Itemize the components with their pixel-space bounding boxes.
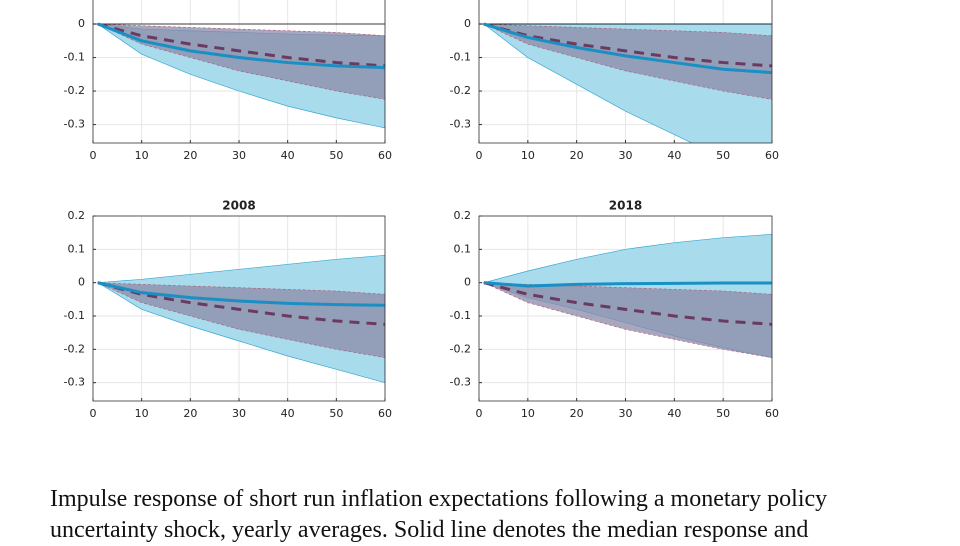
y-tick-label: -0.1 xyxy=(450,309,471,322)
plot-area xyxy=(482,233,772,359)
caption: Impulse response of short run inflation … xyxy=(50,486,828,543)
median-line xyxy=(97,22,385,70)
y-tick-label: 0 xyxy=(78,276,85,289)
confidence-band xyxy=(97,282,385,358)
y-tick-label: -0.2 xyxy=(450,84,471,97)
x-tick-label: 40 xyxy=(281,149,295,162)
x-tick-label: 20 xyxy=(183,407,197,420)
x-tick-label: 50 xyxy=(716,149,730,162)
y-tick-label: -0.2 xyxy=(64,342,85,355)
x-tick-label: 20 xyxy=(183,149,197,162)
y-tick-label: -0.1 xyxy=(64,309,85,322)
y-tick-label: -0.3 xyxy=(64,376,85,389)
x-tick-label: 0 xyxy=(476,149,483,162)
axes-box xyxy=(92,0,386,144)
median-line xyxy=(97,281,385,307)
y-tick-label: 0.1 xyxy=(454,242,472,255)
x-tick-label: 40 xyxy=(667,149,681,162)
y-tick-label: -0.2 xyxy=(64,84,85,97)
x-tick-label: 40 xyxy=(667,407,681,420)
x-tick-label: 30 xyxy=(619,149,633,162)
x-tick-label: 0 xyxy=(90,407,97,420)
x-tick-label: 20 xyxy=(570,407,584,420)
x-tick-label: 10 xyxy=(135,149,149,162)
panel-title: 2018 xyxy=(609,199,642,213)
panel: 2018 0 10 20 30 40 50 60 -0.3 -0.2 -0.1 0 0.1 0.2 xyxy=(450,199,779,421)
plot-area xyxy=(479,22,772,143)
median-line xyxy=(483,281,772,288)
y-tick-label: -0.1 xyxy=(450,51,471,64)
confidence-band xyxy=(97,23,385,100)
x-tick-label: 40 xyxy=(281,407,295,420)
y-tick-label: 0 xyxy=(464,17,471,30)
panel: 0 10 20 30 40 50 60 -0.3 -0.2 -0.1 0 xyxy=(64,0,392,162)
x-tick-label: 60 xyxy=(378,149,392,162)
plot-area xyxy=(96,254,385,384)
x-tick-label: 0 xyxy=(476,407,483,420)
panel: 2008 0 10 20 30 40 50 60 -0.3 -0.2 -0.1 0 0.1 0.2 xyxy=(64,199,392,421)
x-tick-label: 10 xyxy=(521,149,535,162)
x-tick-label: 30 xyxy=(619,407,633,420)
x-tick-label: 10 xyxy=(521,407,535,420)
x-tick-label: 20 xyxy=(570,149,584,162)
axes-box xyxy=(478,215,773,402)
confidence-band xyxy=(483,282,772,358)
x-tick-label: 30 xyxy=(232,407,246,420)
panel: 0 10 20 30 40 50 60 -0.3 -0.2 -0.1 0 xyxy=(450,0,779,162)
reference-median-line xyxy=(97,22,385,68)
median-line xyxy=(483,22,772,75)
reference-median-line xyxy=(97,281,385,326)
x-tick-label: 60 xyxy=(765,149,779,162)
x-tick-label: 30 xyxy=(232,149,246,162)
x-tick-label: 0 xyxy=(90,149,97,162)
x-tick-label: 50 xyxy=(329,407,343,420)
y-tick-label: 0.2 xyxy=(68,209,86,222)
y-tick-label: -0.3 xyxy=(64,118,85,131)
x-tick-label: 60 xyxy=(378,407,392,420)
figure: 0 10 20 30 40 50 60 -0.3 -0.2 -0.1 0 0 10 20 30 40 50 60 -… xyxy=(64,0,779,421)
y-tick-label: -0.3 xyxy=(450,376,471,389)
x-tick-label: 60 xyxy=(765,407,779,420)
y-tick-label: 0.1 xyxy=(68,242,86,255)
axes-box xyxy=(478,0,773,144)
y-tick-label: -0.3 xyxy=(450,118,471,131)
y-tick-label: -0.2 xyxy=(450,342,471,355)
y-tick-label: 0.2 xyxy=(454,209,472,222)
y-tick-label: 0 xyxy=(78,17,85,30)
axes-box xyxy=(92,215,386,402)
x-tick-label: 50 xyxy=(716,407,730,420)
reference-median-line xyxy=(483,22,772,68)
x-tick-label: 50 xyxy=(329,149,343,162)
reference-median-line xyxy=(483,281,772,326)
panel-title: 2008 xyxy=(222,199,255,213)
x-tick-label: 10 xyxy=(135,407,149,420)
y-tick-label: 0 xyxy=(464,276,471,289)
plot-area xyxy=(93,22,385,129)
y-tick-label: -0.1 xyxy=(64,51,85,64)
